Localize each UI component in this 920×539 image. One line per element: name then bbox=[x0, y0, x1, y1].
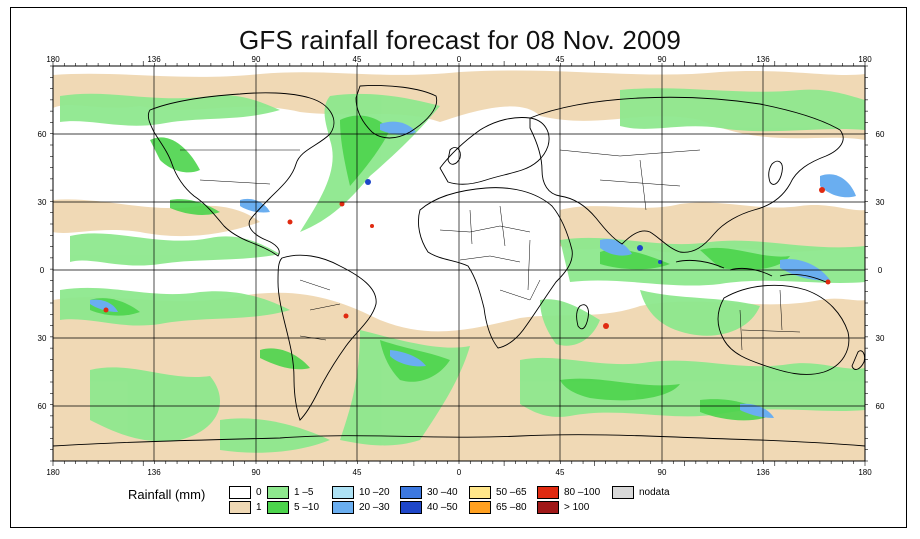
right-tick-label: 60 bbox=[876, 130, 885, 139]
top-tick-label: 45 bbox=[353, 55, 362, 64]
top-tick-label: 90 bbox=[252, 55, 261, 64]
right-tick-label: 30 bbox=[876, 198, 885, 207]
rain-heavy-spots bbox=[103, 179, 831, 329]
legend-label: 20 –30 bbox=[359, 501, 390, 513]
rain-1-5mm-areas bbox=[60, 88, 865, 453]
legend-swatch bbox=[400, 485, 422, 499]
legend-label: 65 –80 bbox=[496, 501, 527, 513]
legend-label: 30 –40 bbox=[427, 486, 458, 498]
legend-swatch bbox=[537, 485, 559, 499]
right-tick-labels: 60 30 0 30 60 bbox=[876, 130, 885, 411]
bottom-tick-label: 90 bbox=[252, 468, 261, 477]
top-tick-label: 45 bbox=[556, 55, 565, 64]
legend-swatch bbox=[229, 500, 251, 514]
top-tick-label: 0 bbox=[457, 55, 462, 64]
legend-label: 80 –100 bbox=[564, 486, 601, 498]
bottom-tick-label: 180 bbox=[858, 468, 872, 477]
bottom-tick-labels: 180 136 90 45 0 45 90 136 180 bbox=[46, 468, 872, 477]
bottom-tick-label: 136 bbox=[756, 468, 770, 477]
right-tick-label: 60 bbox=[876, 402, 885, 411]
bottom-tick-label: 45 bbox=[353, 468, 362, 477]
legend-item: 20 –30 bbox=[332, 500, 390, 514]
graticule bbox=[53, 66, 865, 461]
right-tick-label: 0 bbox=[878, 266, 883, 275]
legend-item: nodata bbox=[612, 485, 670, 499]
legend-label: 50 –65 bbox=[496, 486, 527, 498]
left-tick-label: 0 bbox=[40, 266, 45, 275]
legend-item: 0 bbox=[229, 485, 262, 499]
rain-20-30mm-areas bbox=[90, 121, 856, 418]
legend-swatch bbox=[400, 500, 422, 514]
top-tick-label: 90 bbox=[658, 55, 667, 64]
legend-swatch bbox=[469, 500, 491, 514]
legend-swatch bbox=[612, 485, 634, 499]
left-tick-label: 60 bbox=[38, 402, 47, 411]
legend-swatch bbox=[469, 485, 491, 499]
legend-item: > 100 bbox=[537, 500, 589, 514]
coastlines bbox=[53, 85, 865, 447]
legend-item: 10 –20 bbox=[332, 485, 390, 499]
left-tick-label: 60 bbox=[38, 130, 47, 139]
legend-label: nodata bbox=[639, 486, 670, 498]
legend-title: Rainfall (mm) bbox=[128, 487, 206, 502]
legend-label: 1 –5 bbox=[294, 486, 314, 498]
legend-item: 5 –10 bbox=[267, 500, 319, 514]
legend-swatch bbox=[332, 485, 354, 499]
left-tick-label: 30 bbox=[38, 198, 47, 207]
right-tick-label: 30 bbox=[876, 334, 885, 343]
legend-item: 1 –5 bbox=[267, 485, 313, 499]
legend-swatch bbox=[229, 485, 251, 499]
bottom-tick-label: 0 bbox=[457, 468, 462, 477]
legend-item: 1 bbox=[229, 500, 262, 514]
legend-label: 5 –10 bbox=[294, 501, 320, 513]
country-borders bbox=[180, 149, 801, 351]
legend-label: 10 –20 bbox=[359, 486, 390, 498]
figure-frame bbox=[10, 7, 907, 528]
legend-swatch bbox=[537, 500, 559, 514]
legend-label: 0 bbox=[256, 486, 262, 498]
left-tick-labels: 60 30 0 30 60 bbox=[38, 130, 47, 411]
bottom-tick-label: 180 bbox=[46, 468, 60, 477]
legend-swatch bbox=[267, 500, 289, 514]
legend-label: > 100 bbox=[564, 501, 590, 513]
top-tick-label: 180 bbox=[858, 55, 872, 64]
legend-item: 30 –40 bbox=[400, 485, 458, 499]
tick-marks bbox=[50, 61, 868, 466]
bottom-tick-label: 90 bbox=[658, 468, 667, 477]
bottom-tick-label: 136 bbox=[147, 468, 161, 477]
legend-label: 40 –50 bbox=[427, 501, 458, 513]
left-tick-label: 30 bbox=[38, 334, 47, 343]
legend-swatch bbox=[332, 500, 354, 514]
top-tick-label: 136 bbox=[147, 55, 161, 64]
legend-item: 80 –100 bbox=[537, 485, 600, 499]
top-tick-label: 136 bbox=[756, 55, 770, 64]
legend-swatch bbox=[267, 485, 289, 499]
map-title: GFS rainfall forecast for 08 Nov. 2009 bbox=[238, 25, 682, 55]
bottom-tick-label: 45 bbox=[556, 468, 565, 477]
legend-label: 1 bbox=[256, 501, 262, 513]
top-tick-labels: 180 136 90 45 0 45 90 136 180 bbox=[46, 55, 872, 64]
legend-item: 50 –65 bbox=[469, 485, 527, 499]
top-tick-label: 180 bbox=[46, 55, 60, 64]
legend-item: 65 –80 bbox=[469, 500, 527, 514]
legend-item: 40 –50 bbox=[400, 500, 458, 514]
